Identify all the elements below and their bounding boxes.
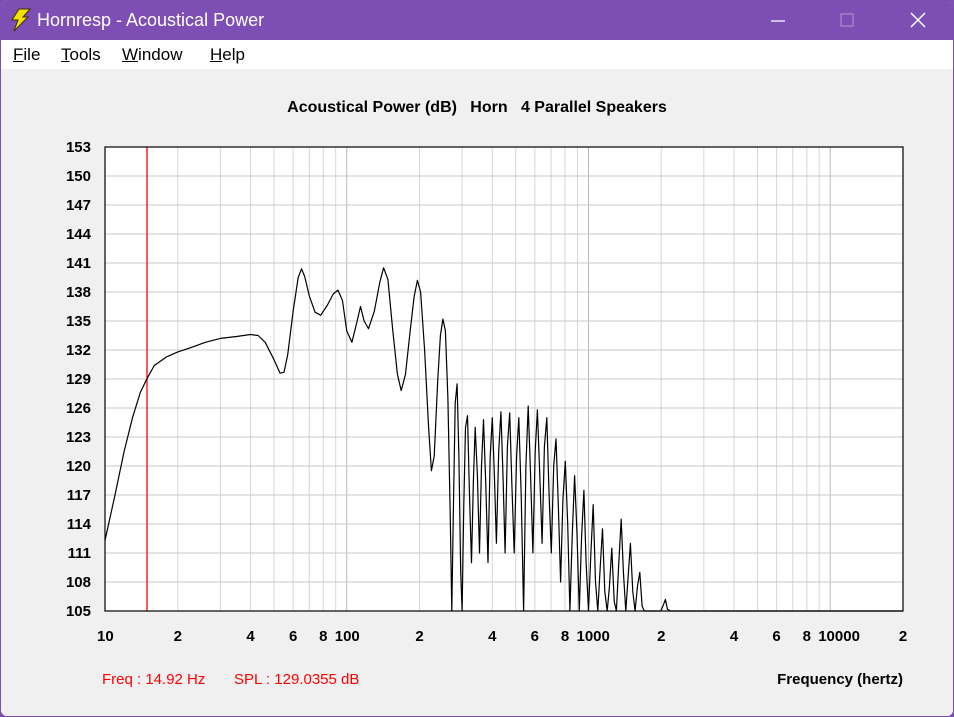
response-curve: [104, 267, 903, 612]
y-tick-label: 120: [66, 458, 91, 475]
y-tick-label: 117: [67, 487, 91, 504]
x-tick-label: 6: [772, 628, 780, 645]
y-tick-label: 150: [66, 168, 91, 185]
x-tick-label: 8: [561, 628, 569, 645]
acoustical-power-chart[interactable]: 153 150 147 144 141 138 135 132 129 126 123 120 117 1…: [1, 69, 953, 669]
menu-help-label: elp: [222, 45, 245, 64]
menu-tools-label: ools: [69, 45, 101, 64]
y-tick-label: 111: [68, 545, 91, 562]
window-title: Hornresp - Acoustical Power: [37, 10, 265, 30]
minimize-button[interactable]: [755, 1, 801, 40]
y-tick-label: 105: [66, 603, 91, 620]
menu-file-label: ile: [23, 45, 41, 64]
x-tick-label: 10000: [818, 628, 860, 645]
x-tick-label: 4: [488, 628, 497, 645]
x-tick-label: 8: [319, 628, 327, 645]
title-bar[interactable]: Hornresp - Acoustical Power: [1, 1, 953, 40]
freq-readout: Freq : 14.92 Hz: [102, 671, 206, 688]
x-tick-label: 10: [97, 628, 114, 645]
x-tick-label: 4: [246, 628, 255, 645]
menu-help[interactable]: Help: [210, 45, 245, 65]
y-tick-label: 123: [66, 429, 91, 446]
y-tick-label: 138: [66, 284, 91, 301]
menu-tools[interactable]: Tools: [61, 45, 101, 65]
menu-window-mnemonic: W: [122, 45, 139, 64]
minimize-icon: [771, 20, 785, 22]
y-tick-label: 126: [66, 400, 91, 417]
close-button[interactable]: [895, 1, 941, 40]
x-tick-label: 6: [289, 628, 297, 645]
menu-window-label: indow: [138, 45, 183, 64]
x-tick-label: 2: [657, 628, 665, 645]
menu-help-mnemonic: H: [210, 45, 223, 64]
y-tick-label: 129: [66, 371, 91, 388]
maximize-button[interactable]: [824, 1, 870, 40]
maximize-icon: [840, 13, 854, 27]
menu-window[interactable]: Window: [122, 45, 182, 65]
menu-file[interactable]: File: [13, 45, 40, 65]
y-tick-label: 114: [67, 516, 92, 533]
chart-area: Acoustical Power (dB) Horn 4 Parallel Sp…: [1, 69, 953, 716]
x-axis-label: Frequency (hertz): [777, 671, 903, 688]
x-tick-label: 2: [415, 628, 423, 645]
x-tick-label: 2: [174, 628, 182, 645]
x-tick-label: 1000: [576, 628, 609, 645]
x-tick-label: 8: [803, 628, 811, 645]
x-tick-label: 100: [335, 628, 360, 645]
lightning-bolt-icon: [11, 8, 31, 32]
spl-readout: SPL : 129.0355 dB: [234, 671, 360, 688]
menu-tools-mnemonic: T: [61, 45, 70, 64]
close-icon: [910, 12, 926, 28]
y-tick-label: 147: [66, 197, 91, 214]
y-tick-label: 144: [66, 226, 92, 243]
menu-file-mnemonic: F: [13, 45, 24, 64]
chart-title: Acoustical Power (dB) Horn 4 Parallel Sp…: [287, 99, 667, 116]
x-tick-label: 4: [730, 628, 739, 645]
x-tick-label: 2: [899, 628, 907, 645]
y-tick-label: 108: [66, 574, 91, 591]
y-tick-label: 132: [66, 342, 91, 359]
menu-bar: File Tools Window Help: [1, 40, 953, 69]
plot-frame: [104, 146, 904, 612]
y-tick-label: 153: [66, 139, 91, 156]
y-tick-label: 135: [66, 313, 91, 330]
y-tick-label: 141: [66, 255, 91, 272]
x-tick-label: 6: [531, 628, 539, 645]
